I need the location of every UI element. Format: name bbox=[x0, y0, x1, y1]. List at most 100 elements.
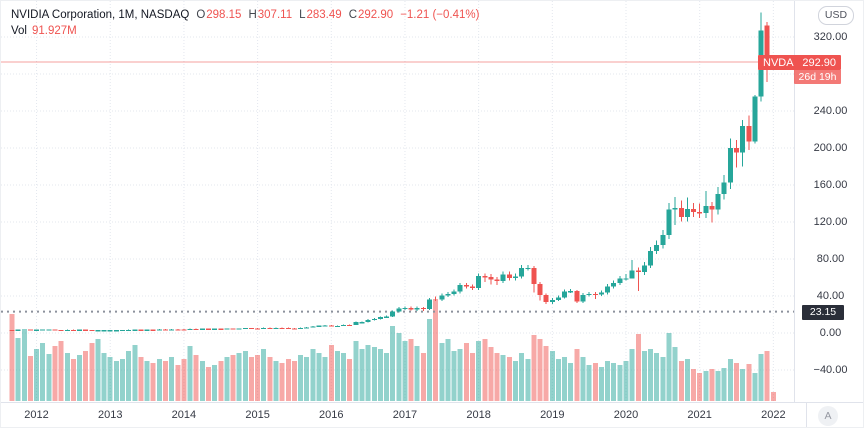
candle-body bbox=[703, 206, 709, 213]
candle-body bbox=[623, 278, 629, 280]
volume-bar bbox=[574, 349, 580, 401]
candle-body bbox=[641, 265, 647, 273]
price-axis-label: 40.00 bbox=[816, 290, 845, 302]
candle-body bbox=[89, 329, 95, 332]
price-axis-label: 200.00 bbox=[813, 142, 848, 154]
time-axis-label: 2013 bbox=[97, 409, 123, 421]
volume-bar bbox=[310, 349, 316, 401]
candle-body bbox=[279, 327, 285, 330]
candle-body bbox=[40, 329, 46, 331]
candle-body bbox=[83, 329, 89, 331]
volume-bar bbox=[666, 333, 672, 401]
candle-body bbox=[230, 328, 236, 330]
volume-bar bbox=[101, 353, 107, 401]
volume-bar bbox=[224, 357, 230, 401]
auto-scale-button[interactable]: A bbox=[818, 406, 838, 426]
price-axis-label: 320.00 bbox=[813, 31, 848, 43]
volume-bar bbox=[691, 369, 697, 401]
volume-bar bbox=[138, 357, 144, 401]
candle-body bbox=[334, 325, 340, 328]
volume-bar bbox=[107, 357, 113, 401]
volume-bar bbox=[580, 357, 586, 401]
candle-body bbox=[586, 293, 592, 296]
candle-body bbox=[169, 329, 175, 331]
volume-bar bbox=[371, 347, 377, 401]
volume-bar bbox=[414, 346, 420, 401]
candle-body bbox=[27, 329, 33, 331]
last-price-value: 292.90 bbox=[802, 56, 836, 69]
candle-body bbox=[261, 327, 267, 330]
volume-bar bbox=[218, 361, 224, 401]
candle-body bbox=[377, 317, 383, 319]
candle-body bbox=[77, 329, 83, 331]
candle-body bbox=[648, 250, 654, 266]
volume-bar bbox=[562, 357, 568, 401]
currency-button[interactable]: USD bbox=[818, 6, 854, 25]
candle-body bbox=[396, 308, 402, 312]
volume-bar bbox=[746, 364, 752, 401]
volume-bar bbox=[402, 341, 408, 401]
candle-body bbox=[506, 274, 512, 279]
volume-bar bbox=[255, 355, 261, 401]
candle-body bbox=[537, 284, 543, 296]
volume-bar bbox=[334, 351, 340, 401]
volume-bar bbox=[488, 347, 494, 401]
volume-bar bbox=[605, 361, 611, 401]
candle-body bbox=[420, 307, 426, 310]
volume-bar bbox=[506, 357, 512, 401]
volume-bar bbox=[144, 361, 150, 401]
volume-bar bbox=[52, 346, 58, 401]
chart-canvas[interactable] bbox=[1, 1, 794, 402]
volume-bar bbox=[291, 361, 297, 401]
candle-body bbox=[101, 330, 107, 332]
candle-body bbox=[697, 212, 703, 214]
volume-bar bbox=[377, 349, 383, 401]
volume-bar bbox=[549, 351, 555, 401]
volume-bar bbox=[740, 369, 746, 401]
candle-body bbox=[132, 329, 138, 331]
volume-bar bbox=[611, 363, 617, 401]
indicator-value-label: 23.15 bbox=[802, 304, 844, 320]
candle-body bbox=[512, 276, 518, 279]
price-axis-label: 240.00 bbox=[813, 105, 848, 117]
volume-bar bbox=[654, 353, 660, 401]
volume-bar bbox=[758, 354, 764, 401]
volume-bar bbox=[273, 361, 279, 401]
ticker-tag: NVDA bbox=[763, 56, 794, 69]
candle-body bbox=[224, 328, 230, 330]
candle-body bbox=[451, 291, 457, 294]
candle-body bbox=[463, 285, 469, 287]
volume-bar bbox=[476, 341, 482, 401]
volume-bar bbox=[629, 349, 635, 401]
candle-body bbox=[740, 125, 746, 153]
candle-body bbox=[267, 327, 273, 330]
ohlc-open: O298.15 bbox=[196, 9, 242, 21]
candle-body bbox=[150, 329, 156, 331]
volume-bar bbox=[586, 365, 592, 401]
volume-bar bbox=[150, 363, 156, 401]
candle-body bbox=[126, 329, 132, 332]
candle-body bbox=[322, 325, 328, 327]
volume-bar bbox=[163, 361, 168, 401]
candle-body bbox=[291, 328, 297, 330]
time-axis-label: 2014 bbox=[171, 409, 197, 421]
change-value: −1.21 (−0.41%) bbox=[400, 9, 480, 21]
volume-bar bbox=[697, 373, 703, 401]
volume-bar bbox=[451, 351, 457, 401]
volume-bar bbox=[635, 334, 641, 401]
candle-body bbox=[316, 325, 322, 327]
candle-body bbox=[414, 307, 420, 310]
time-axis-label: 2022 bbox=[761, 409, 786, 421]
candle-body bbox=[734, 147, 740, 153]
candle-body bbox=[500, 274, 506, 281]
price-axis-label: 0.00 bbox=[819, 327, 842, 339]
candle-body bbox=[181, 329, 187, 331]
volume-bar bbox=[230, 355, 236, 401]
candle-body bbox=[562, 291, 568, 298]
volume-bar bbox=[40, 343, 46, 401]
candle-body bbox=[187, 328, 193, 330]
symbol-description[interactable]: NVIDIA Corporation, 1M, NASDAQ bbox=[11, 9, 190, 21]
candle-body bbox=[120, 330, 126, 332]
time-scale[interactable]: 2012 2013 2014 2015 2016 2017 2018 2019 2020 2021… bbox=[1, 402, 863, 427]
candle-body bbox=[549, 299, 555, 303]
